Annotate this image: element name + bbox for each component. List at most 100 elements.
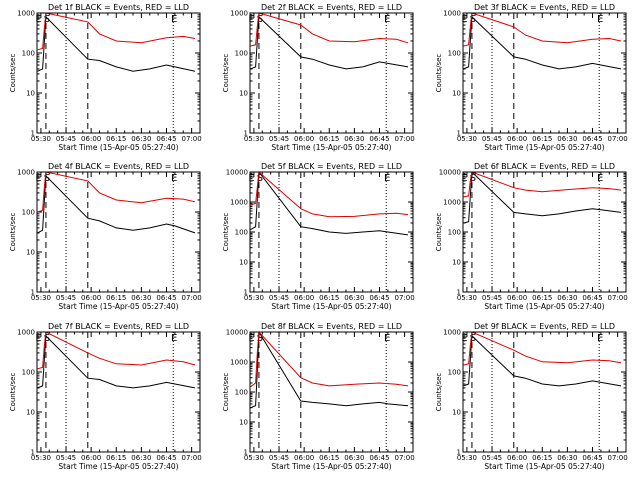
x-tick-label: 06:15 xyxy=(532,454,552,462)
y-tick-label: 100 xyxy=(235,50,248,58)
event-flag-label: E xyxy=(171,173,177,184)
event-flag-label: E xyxy=(171,333,177,344)
x-tick-label: 06:30 xyxy=(344,135,364,143)
x-tick-label: 05:30 xyxy=(31,454,51,462)
series-line xyxy=(463,13,622,47)
x-tick-label: 06:00 xyxy=(81,294,101,302)
event-flag-label: E xyxy=(597,173,603,184)
detector-panel: Det 5f BLACK = Events, RED = LLD Counts/s… xyxy=(222,162,415,311)
x-tick-label: 06:45 xyxy=(156,454,176,462)
x-tick-label: 07:00 xyxy=(395,294,415,302)
x-tick-label: 05:45 xyxy=(56,454,76,462)
x-tick-label: 06:00 xyxy=(81,135,101,143)
event-flag-label: E xyxy=(248,173,254,184)
y-tick-label: 10 xyxy=(239,90,248,98)
detector-panel: Det 7f BLACK = Events, RED = LLD Counts/s… xyxy=(9,322,202,471)
series-line xyxy=(250,172,409,218)
x-tick-label: 05:45 xyxy=(56,135,76,143)
series-line xyxy=(37,334,196,389)
x-tick-label: 07:00 xyxy=(395,454,415,462)
detector-panel: Det 6f BLACK = Events, RED = LLD Counts/s… xyxy=(435,162,628,311)
y-tick-label: 1000 xyxy=(230,359,248,367)
x-tick-label: 06:45 xyxy=(582,135,602,143)
x-tick-label: 06:00 xyxy=(507,135,527,143)
series-line xyxy=(463,15,622,70)
x-tick-label: 06:00 xyxy=(294,135,314,143)
x-tick-label: 05:30 xyxy=(457,454,477,462)
x-tick-label: 06:00 xyxy=(294,294,314,302)
panel-title: Det 9f BLACK = Events, RED = LLD xyxy=(474,322,615,331)
x-tick-label: 05:45 xyxy=(269,454,289,462)
series-line xyxy=(37,15,196,72)
panel-title: Det 1f BLACK = Events, RED = LLD xyxy=(48,3,189,12)
y-tick-label: 100 xyxy=(235,229,248,237)
x-tick-label: 05:30 xyxy=(244,135,264,143)
y-tick-label: 1 xyxy=(244,289,248,297)
series-line xyxy=(463,172,622,224)
y-tick-label: 1 xyxy=(457,289,461,297)
y-tick-label: 100 xyxy=(448,229,461,237)
y-tick-label: 1000 xyxy=(443,10,461,18)
y-tick-label: 100 xyxy=(22,209,35,217)
x-axis-label: Start Time (15-Apr-05 05:27:40) xyxy=(271,462,391,471)
x-tick-label: 07:00 xyxy=(182,135,202,143)
y-tick-label: 10 xyxy=(452,90,461,98)
x-tick-label: 05:30 xyxy=(457,294,477,302)
y-tick-label: 1 xyxy=(244,130,248,138)
x-tick-label: 06:30 xyxy=(131,135,151,143)
plot-frame xyxy=(249,171,414,293)
y-tick-label: 10000 xyxy=(226,329,248,337)
x-tick-label: 06:00 xyxy=(507,454,527,462)
x-tick-label: 07:00 xyxy=(608,294,628,302)
series-line xyxy=(463,172,622,198)
plot-frame xyxy=(249,331,414,453)
x-tick-label: 05:30 xyxy=(244,454,264,462)
event-flag-label: E xyxy=(597,14,603,25)
detector-panel: Det 8f BLACK = Events, RED = LLD Counts/s… xyxy=(222,322,415,471)
series-line xyxy=(37,174,196,234)
x-tick-label: 06:30 xyxy=(344,294,364,302)
series-line xyxy=(250,332,409,409)
event-flag-label: S xyxy=(257,333,263,344)
series-line xyxy=(463,332,622,366)
x-tick-label: 07:00 xyxy=(608,135,628,143)
event-flag-label: S xyxy=(470,173,476,184)
x-tick-label: 06:00 xyxy=(294,454,314,462)
series-line xyxy=(250,172,409,236)
x-tick-label: 06:15 xyxy=(532,294,552,302)
y-tick-label: 1000 xyxy=(443,199,461,207)
y-tick-label: 1 xyxy=(244,449,248,457)
x-tick-label: 05:45 xyxy=(269,294,289,302)
y-axis-label: Counts/sec xyxy=(435,213,443,252)
x-tick-label: 06:15 xyxy=(319,135,339,143)
panel-title: Det 2f BLACK = Events, RED = LLD xyxy=(261,3,402,12)
x-tick-label: 06:30 xyxy=(131,454,151,462)
series-line xyxy=(250,332,409,388)
series-line xyxy=(250,15,409,70)
x-tick-label: 06:30 xyxy=(557,135,577,143)
y-tick-label: 10 xyxy=(26,249,35,257)
plot-frame xyxy=(249,12,414,134)
x-axis-label: Start Time (15-Apr-05 05:27:40) xyxy=(58,302,178,311)
detector-panel: Det 4f BLACK = Events, RED = LLD Counts/s… xyxy=(9,162,202,311)
x-axis-label: Start Time (15-Apr-05 05:27:40) xyxy=(271,143,391,152)
y-tick-label: 1000 xyxy=(230,10,248,18)
y-axis-label: Counts/sec xyxy=(222,213,230,252)
x-axis-label: Start Time (15-Apr-05 05:27:40) xyxy=(484,143,604,152)
x-tick-label: 05:45 xyxy=(482,294,502,302)
x-axis-label: Start Time (15-Apr-05 05:27:40) xyxy=(58,462,178,471)
y-tick-label: 1 xyxy=(31,449,35,457)
y-axis-label: Counts/sec xyxy=(435,54,443,93)
x-tick-label: 06:30 xyxy=(557,294,577,302)
x-tick-label: 05:30 xyxy=(31,135,51,143)
event-flag-label: E xyxy=(35,14,41,25)
plot-frame xyxy=(462,331,627,453)
plot-frame xyxy=(462,12,627,134)
event-flag-label: S xyxy=(470,333,476,344)
y-tick-label: 1000 xyxy=(443,329,461,337)
y-tick-label: 1000 xyxy=(17,169,35,177)
y-tick-label: 10 xyxy=(452,259,461,267)
x-tick-label: 05:45 xyxy=(482,135,502,143)
event-flag-label: E xyxy=(171,14,177,25)
x-axis-label: Start Time (15-Apr-05 05:27:40) xyxy=(58,143,178,152)
